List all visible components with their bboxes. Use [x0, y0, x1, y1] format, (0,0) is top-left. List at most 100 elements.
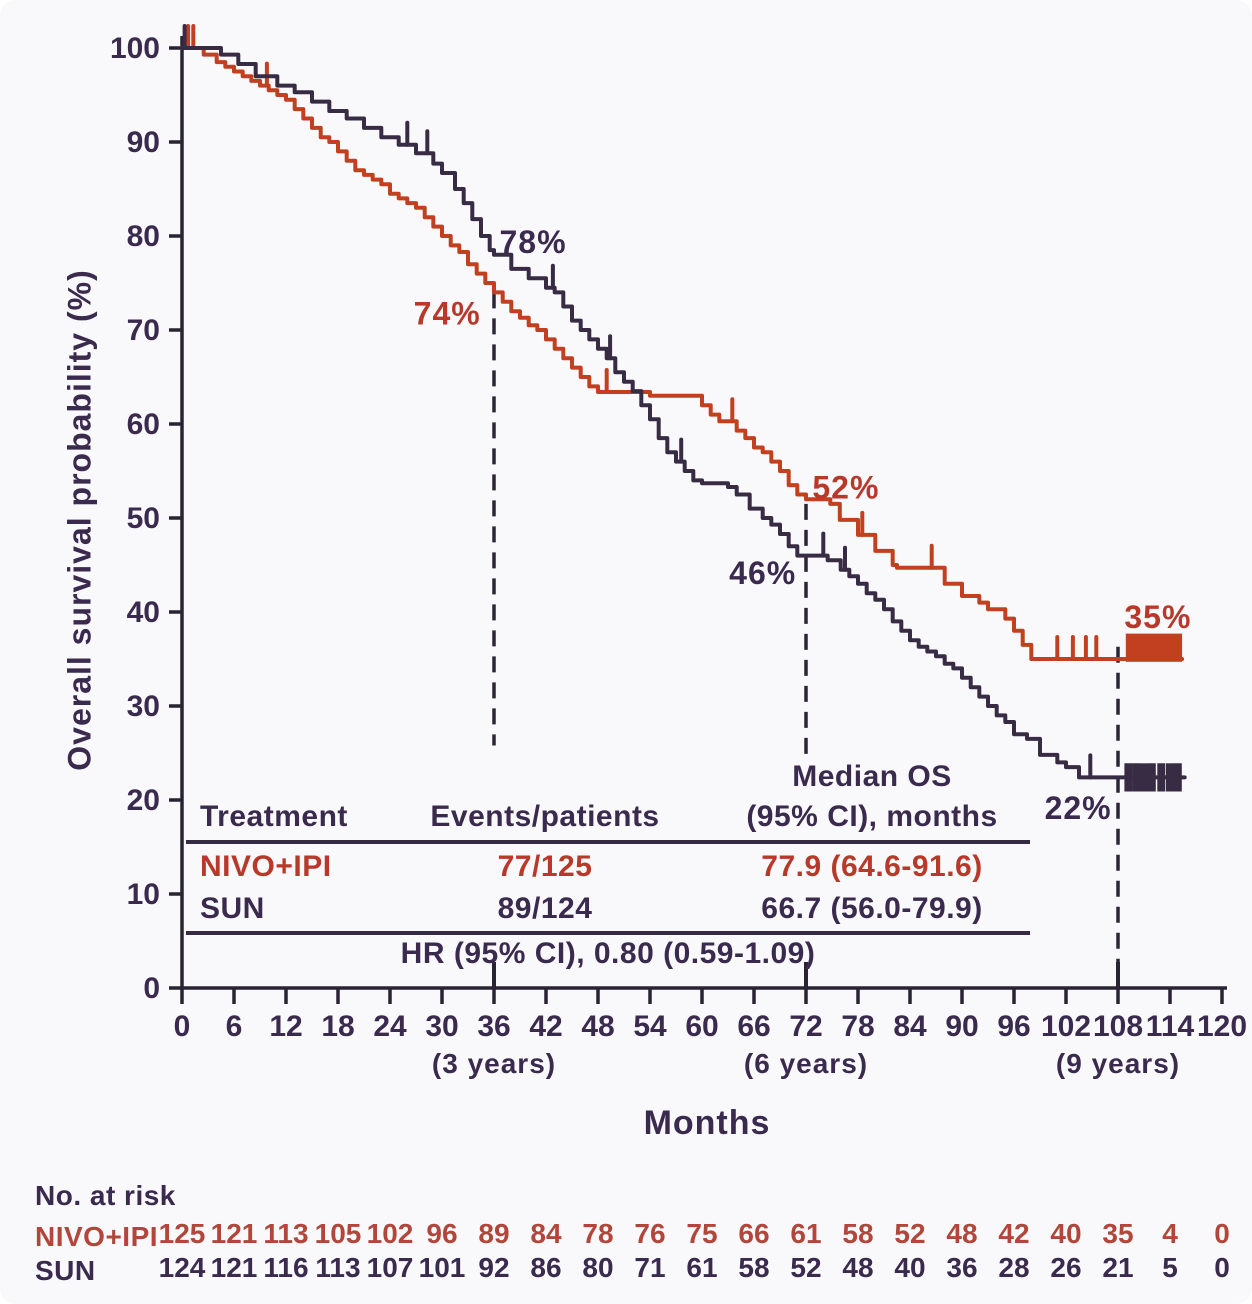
risk-value-SUN: 107 [367, 1252, 414, 1283]
risk-value-SUN: 101 [419, 1252, 466, 1283]
y-tick-label: 20 [127, 784, 160, 817]
risk-value-SUN: 36 [946, 1252, 977, 1283]
risk-value-SUN: 86 [530, 1252, 561, 1283]
x-tick-label: 36 [477, 1010, 510, 1043]
risk-value-NIVO+IPI: 105 [315, 1218, 362, 1249]
risk-value-SUN: 92 [478, 1252, 509, 1283]
risk-value-SUN: 71 [634, 1252, 665, 1283]
landmark-annotation: 22% [1045, 790, 1112, 826]
x-tick-label: 66 [737, 1010, 770, 1043]
risk-value-SUN: 61 [686, 1252, 717, 1283]
x-tick-label: 42 [529, 1010, 562, 1043]
stats-header-median-1: Median OS [792, 760, 952, 793]
risk-value-NIVO+IPI: 121 [211, 1218, 258, 1249]
risk-value-SUN: 113 [315, 1252, 360, 1283]
stats-table: Treatment Events/patients Median OS (95%… [186, 758, 1030, 978]
risk-row-label-nivo: NIVO+IPI [35, 1221, 159, 1252]
risk-value-SUN: 116 [263, 1252, 308, 1283]
risk-value-SUN: 5 [1162, 1252, 1178, 1283]
y-tick-label: 90 [127, 126, 160, 159]
risk-value-SUN: 0 [1214, 1252, 1230, 1283]
x-tick-label: 12 [269, 1010, 302, 1043]
risk-value-SUN: 28 [998, 1252, 1029, 1283]
risk-value-NIVO+IPI: 75 [686, 1218, 717, 1249]
landmark-annotation: 52% [812, 469, 879, 505]
stats-footer-hr: HR (95% CI), 0.80 (0.59-1.09) [400, 937, 816, 970]
stats-row-sun-median: 66.7 (56.0-79.9) [761, 892, 983, 925]
risk-value-NIVO+IPI: 0 [1214, 1218, 1230, 1249]
year-label-3y: (3 years) [431, 1048, 557, 1079]
x-tick-label: 78 [841, 1010, 874, 1043]
risk-value-NIVO+IPI: 40 [1050, 1218, 1081, 1249]
censor-block-NIVO+IPI [1125, 633, 1183, 662]
y-tick-label: 50 [127, 502, 160, 535]
risk-value-SUN: 21 [1102, 1252, 1133, 1283]
year-label-9y: (9 years) [1055, 1048, 1181, 1079]
risk-value-NIVO+IPI: 76 [634, 1218, 665, 1249]
x-tick-label: 24 [373, 1010, 407, 1043]
landmark-annotation: 74% [414, 295, 481, 331]
x-axis-title: Months [643, 1104, 771, 1142]
risk-table-title: No. at risk [35, 1180, 176, 1211]
risk-value-SUN: 121 [211, 1252, 258, 1283]
y-tick-label: 80 [127, 220, 160, 253]
risk-value-SUN: 26 [1050, 1252, 1081, 1283]
y-tick-label: 40 [127, 596, 160, 629]
risk-value-NIVO+IPI: 84 [530, 1218, 562, 1249]
x-tick-label: 90 [945, 1010, 978, 1043]
y-tick-label: 0 [143, 972, 160, 1005]
risk-value-SUN: 80 [582, 1252, 613, 1283]
y-tick-label: 70 [127, 314, 160, 347]
risk-value-NIVO+IPI: 102 [367, 1218, 414, 1249]
risk-row-label-sun: SUN [35, 1255, 96, 1286]
risk-value-SUN: 40 [894, 1252, 925, 1283]
stats-rule-top [186, 840, 1030, 844]
y-tick-label: 60 [127, 408, 160, 441]
stats-header-median-2: (95% CI), months [746, 800, 998, 833]
risk-value-SUN: 52 [790, 1252, 821, 1283]
y-tick-label: 30 [127, 690, 160, 723]
x-tick-label: 108 [1093, 1010, 1143, 1043]
risk-value-NIVO+IPI: 89 [478, 1218, 509, 1249]
stats-row-nivo-treatment: NIVO+IPI [200, 850, 332, 883]
stats-row-nivo-events: 77/125 [497, 850, 593, 883]
km-curve-SUN [180, 46, 1187, 780]
x-tick-label: 84 [893, 1010, 927, 1043]
risk-value-NIVO+IPI: 42 [998, 1218, 1029, 1249]
stats-header-events: Events/patients [430, 800, 660, 833]
risk-value-NIVO+IPI: 78 [582, 1218, 613, 1249]
risk-value-NIVO+IPI: 96 [426, 1218, 457, 1249]
risk-value-NIVO+IPI: 4 [1162, 1218, 1178, 1249]
stats-header-treatment: Treatment [200, 800, 348, 833]
km-curve-NIVO+IPI [180, 46, 1185, 661]
x-tick-label: 54 [633, 1010, 667, 1043]
risk-value-NIVO+IPI: 35 [1102, 1218, 1133, 1249]
stats-row-nivo-median: 77.9 (64.6-91.6) [761, 850, 983, 883]
y-tick-label: 100 [110, 32, 160, 65]
landmark-annotation: 78% [499, 224, 566, 260]
year-label-6y: (6 years) [743, 1048, 869, 1079]
risk-value-NIVO+IPI: 48 [946, 1218, 977, 1249]
risk-value-SUN: 58 [738, 1252, 769, 1283]
x-tick-label: 72 [789, 1010, 822, 1043]
x-tick-label: 102 [1041, 1010, 1091, 1043]
risk-value-NIVO+IPI: 113 [263, 1218, 308, 1249]
risk-value-NIVO+IPI: 66 [738, 1218, 769, 1249]
landmark-annotation: 35% [1124, 599, 1191, 635]
x-tick-label: 120 [1197, 1010, 1247, 1043]
x-tick-label: 60 [685, 1010, 718, 1043]
landmark-annotation: 46% [729, 555, 796, 591]
x-tick-label: 96 [997, 1010, 1030, 1043]
x-tick-label: 48 [581, 1010, 614, 1043]
stats-rule-bottom [186, 931, 1030, 935]
stats-row-sun-treatment: SUN [200, 892, 265, 925]
x-tick-label: 6 [226, 1010, 243, 1043]
stats-row-sun-events: 89/124 [497, 892, 593, 925]
risk-value-SUN: 124 [159, 1252, 206, 1283]
x-tick-label: 30 [425, 1010, 458, 1043]
y-tick-label: 10 [127, 878, 160, 911]
x-tick-label: 0 [174, 1010, 191, 1043]
x-tick-label: 114 [1146, 1010, 1195, 1043]
